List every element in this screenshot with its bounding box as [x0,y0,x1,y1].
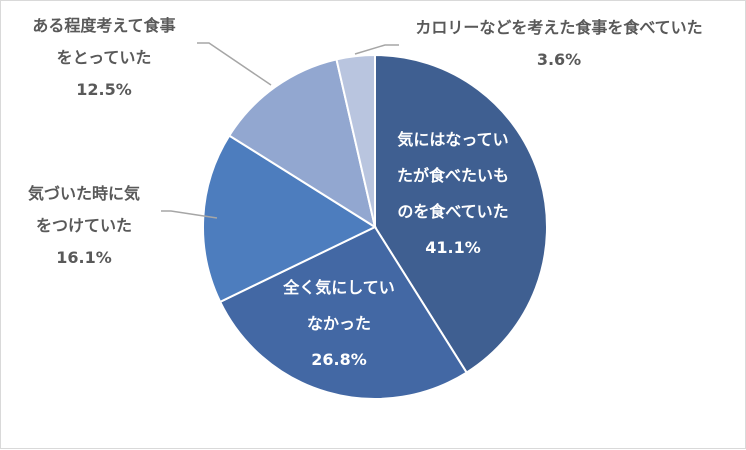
pie-slice-0 [374,53,548,374]
slice-label-line-3-0: ある程度考えて食事 [32,16,175,35]
slice-label-line-1-0: 全く気にしてい [282,278,395,297]
pie-slice-4 [335,53,376,228]
slice-label-line-4-0: カロリーなどを考えた食事を食べていた [415,18,702,37]
slice-label-line-0-2: のを食べていた [397,202,508,221]
pie-slice-2 [202,134,378,304]
leader-line-4 [354,44,399,55]
slice-label-line-1-1: なかった [307,314,371,333]
slice-pct-1: 26.8% [311,350,367,369]
slice-label-4: カロリーなどを考えた食事を食べていた 3.6% [415,18,702,69]
leader-line-3 [197,42,272,86]
pie-slice-1 [218,225,469,400]
slice-label-line-0-0: 気にはなってい [397,130,508,149]
slice-pct-4: 3.6% [537,50,581,69]
slice-label-line-2-1: をつけていた [36,216,132,235]
pie-slice-3 [227,58,377,230]
slice-label-line-0-1: たが食べたいも [397,166,509,185]
slice-pct-0: 41.1% [425,238,481,257]
slice-label-line-3-1: をとっていた [57,48,152,67]
slice-label-line-2-0: 気づいた時に気 [28,184,140,203]
slice-pct-3: 12.5% [76,80,132,99]
slice-pct-2: 16.1% [56,248,112,267]
leader-line-2 [161,210,218,219]
